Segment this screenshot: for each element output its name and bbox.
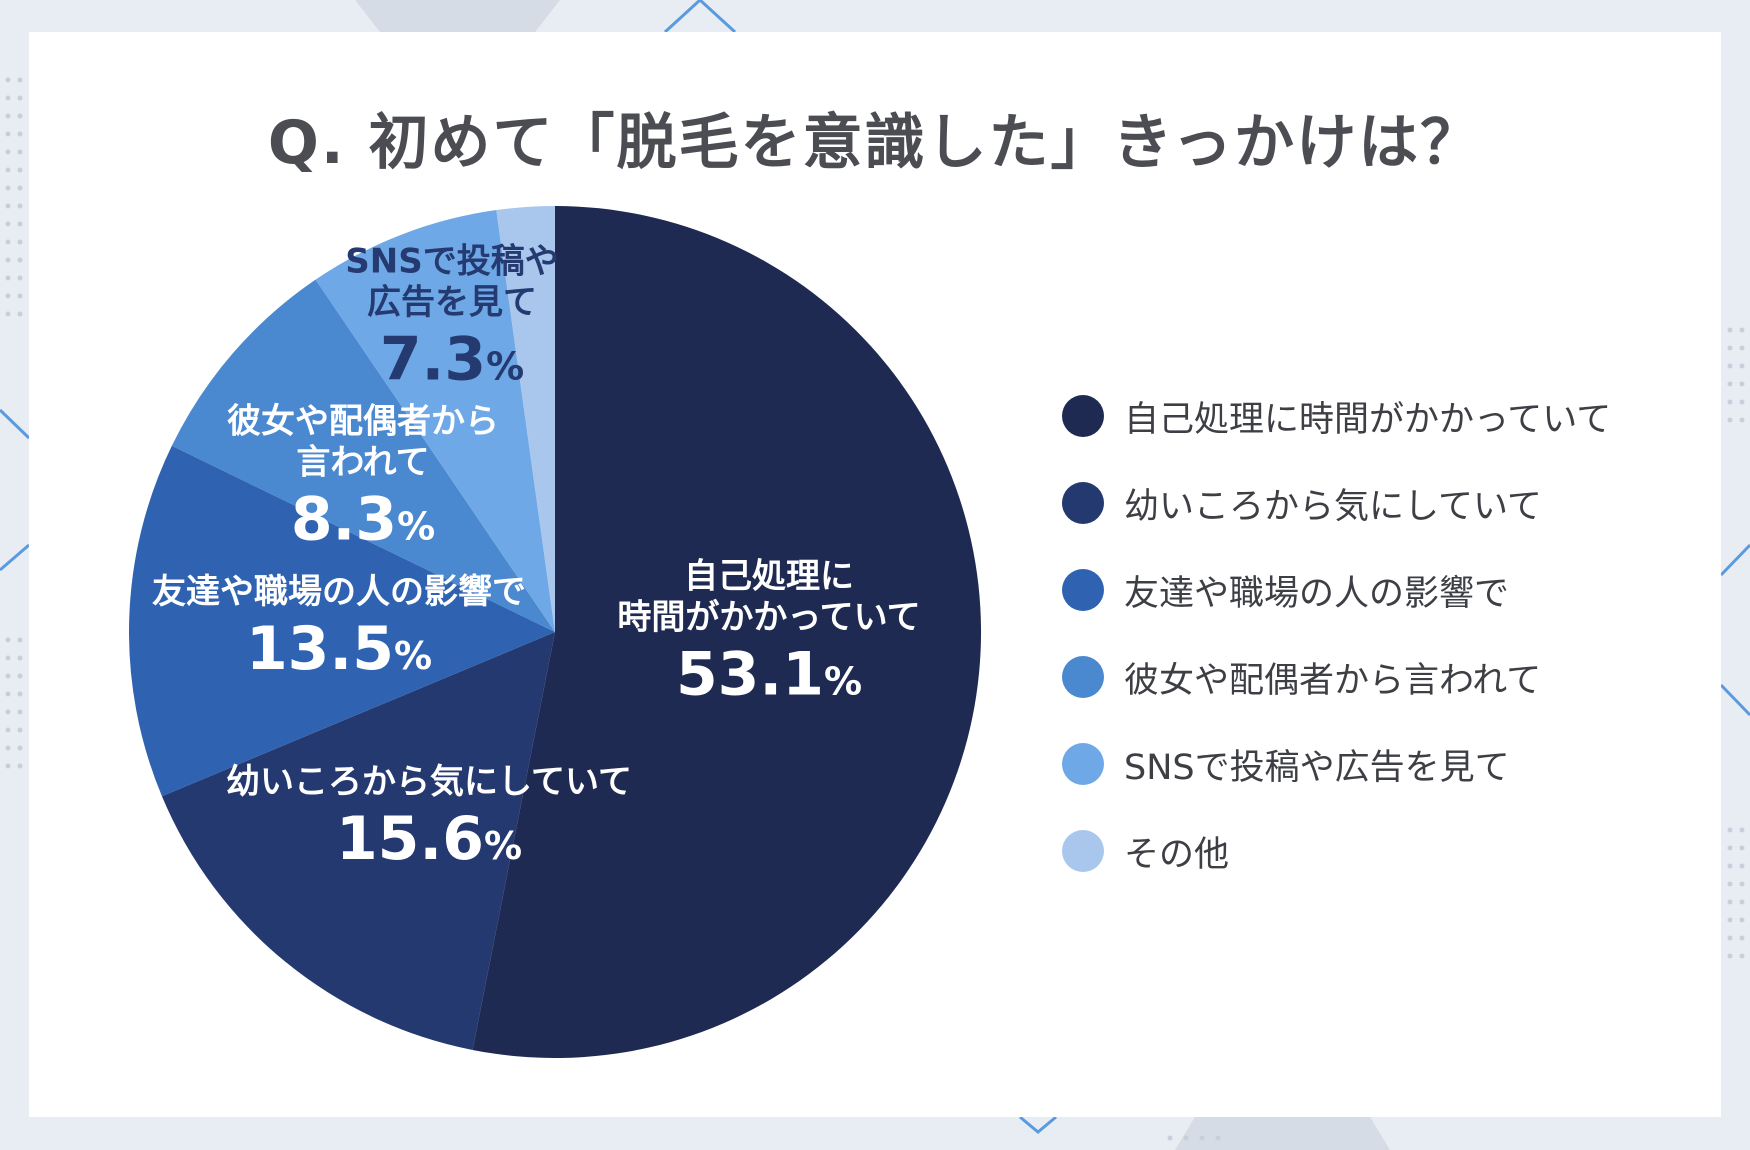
pie-slice [315,210,555,632]
legend-swatch [1062,482,1104,524]
legend-label: 幼いころから気にしていて [1124,486,1542,527]
background-line [1019,1115,1057,1134]
slice-label-text: 彼女や配偶者から [227,401,499,442]
slice-label-value: 15.6% [335,804,523,874]
legend-item: SNSで投稿や広告を見て [1062,743,1611,788]
legend-label: 自己処理に時間がかかっていて [1124,399,1612,440]
legend-swatch [1062,830,1104,872]
slice-data-label: 友達や職場の人の影響で 13.5% [152,572,526,692]
slice-label-value: 13.5% [245,614,433,684]
pie-slice [128,445,555,797]
background-line [1719,683,1750,717]
legend-swatch [1062,656,1104,698]
dot-pattern [5,77,1745,1141]
slice-label-text: 自己処理に [684,556,854,597]
slice-label-value: 8.3% [290,484,436,555]
legend-item: 自己処理に時間がかかっていて [1062,395,1611,440]
background-line [0,408,31,440]
slice-data-label: 彼女や配偶者から 言われて 8.3% [227,402,499,563]
background-line [663,0,737,34]
pie-slice [171,279,555,632]
background-line [1719,543,1750,577]
background-shape [1175,1117,1390,1150]
legend-item: 彼女や配偶者から言われて [1062,656,1611,701]
pie-slice [472,206,982,1058]
chart-title: Q. 初めて「脱毛を意識した」きっかけは？ [267,108,1483,178]
slice-label-text: 幼いころから気にしていて [226,762,632,802]
legend-swatch [1062,569,1104,611]
legend-label: その他 [1124,834,1230,875]
legend-item: その他 [1062,830,1611,875]
slice-data-label: SNSで投稿や 広告を見て 7.3% [345,242,558,403]
chart-card: Q. 初めて「脱毛を意識した」きっかけは？ 自己処理に 時間がかかっていて 53.1… [29,32,1721,1117]
pie-slice [161,632,555,1050]
legend-label: 友達や職場の人の影響で [1124,573,1510,614]
legend-label: SNSで投稿や広告を見て [1124,747,1510,788]
slice-data-label: 自己処理に 時間がかかっていて 53.1% [617,557,920,718]
background-line [0,543,30,572]
slice-label-text: 友達や職場の人の影響で [152,572,526,612]
legend-label: 彼女や配偶者から言われて [1124,660,1542,701]
slice-data-label: 幼いころから気にしていて 15.6% [226,762,632,882]
legend-swatch [1062,395,1104,437]
slice-label-text: 広告を見て [367,282,537,323]
legend-item: 友達や職場の人の影響で [1062,569,1611,614]
slice-label-text: SNSで投稿や [345,241,559,282]
slice-label-value: 53.1% [675,639,863,710]
slice-label-text: 言われて [296,442,430,483]
slice-label-text: 時間がかかっていて [617,597,921,638]
legend-swatch [1062,743,1104,785]
pie-chart [128,206,982,1058]
legend: 自己処理に時間がかかっていて 幼いころから気にしていて 友達や職場の人の影響で 彼女や… [1062,395,1611,917]
pie-slice [496,206,555,632]
legend-item: 幼いころから気にしていて [1062,482,1611,527]
background-shape [355,0,560,32]
slice-label-value: 7.3% [379,324,525,395]
